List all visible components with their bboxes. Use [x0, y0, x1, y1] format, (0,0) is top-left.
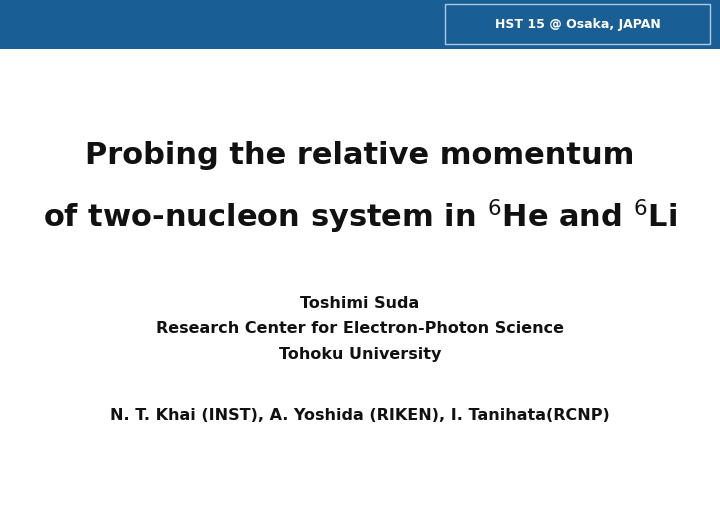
Text: Research Center for Electron-Photon Science: Research Center for Electron-Photon Scie…	[156, 321, 564, 336]
Text: HST 15 @ Osaka, JAPAN: HST 15 @ Osaka, JAPAN	[495, 18, 660, 32]
Text: Tohoku University: Tohoku University	[279, 346, 441, 361]
Text: of two-nucleon system in $^{6}$He and $^{6}$Li: of two-nucleon system in $^{6}$He and $^…	[43, 197, 677, 236]
Text: Toshimi Suda: Toshimi Suda	[300, 295, 420, 310]
Bar	[0, 0, 720, 50]
Text: N. T. Khai (INST), A. Yoshida (RIKEN), I. Tanihata(RCNP): N. T. Khai (INST), A. Yoshida (RIKEN), I…	[110, 407, 610, 422]
FancyBboxPatch shape	[445, 5, 710, 45]
Text: Probing the relative momentum: Probing the relative momentum	[85, 141, 635, 169]
